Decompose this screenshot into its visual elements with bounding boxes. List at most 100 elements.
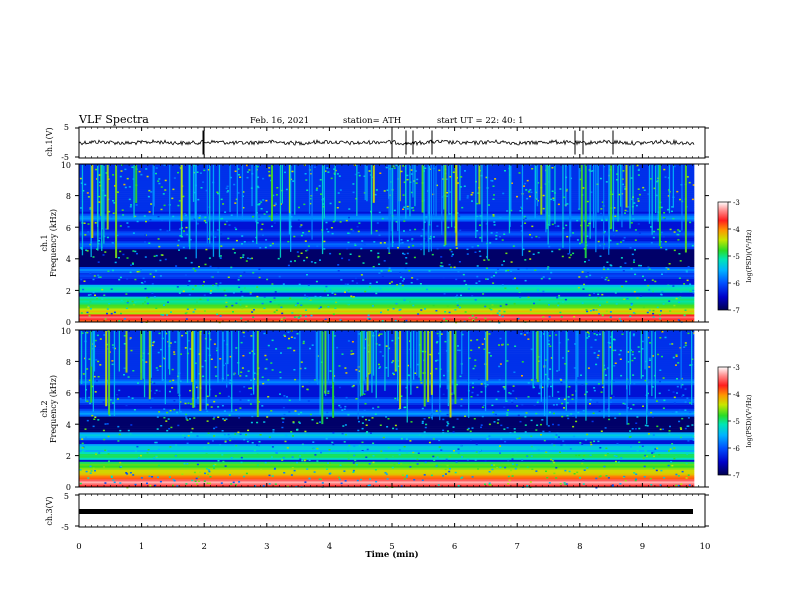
spectrogram-speckle xyxy=(436,248,439,250)
spectrogram-speckle xyxy=(87,305,90,307)
spectrogram-speckle xyxy=(495,271,498,274)
spectrogram-speckle xyxy=(460,176,463,178)
spectrogram-sferic xyxy=(595,165,597,253)
spectrogram-sferic xyxy=(205,331,207,410)
spectrogram-speckle xyxy=(149,484,152,487)
spectrogram-speckle xyxy=(281,312,284,315)
spectrogram-speckle xyxy=(411,207,413,209)
spectrogram-speckle xyxy=(172,478,175,481)
spectrogram-speckle xyxy=(225,187,228,190)
spectrogram-speckle xyxy=(439,265,442,267)
spectrogram-speckle xyxy=(213,400,216,403)
spectrogram-speckle xyxy=(624,480,627,482)
spectrogram-speckle xyxy=(380,290,383,292)
spectrogram-speckle xyxy=(246,171,249,173)
spectrogram-speckle xyxy=(207,432,210,434)
spectrogram-speckle xyxy=(86,400,89,402)
spectrogram-speckle xyxy=(404,267,407,270)
spectrogram-speckle xyxy=(619,358,622,360)
spectrogram-speckle xyxy=(424,426,427,429)
spectrogram-sferic xyxy=(565,165,567,207)
spectrogram-speckle xyxy=(420,235,423,237)
spectrogram-speckle xyxy=(480,391,483,393)
spectrogram-speckle xyxy=(661,355,663,358)
spectrogram-speckle xyxy=(634,239,637,241)
spectrogram-speckle xyxy=(499,445,501,447)
spectrogram-speckle xyxy=(660,469,663,472)
spectrogram-speckle xyxy=(395,303,398,305)
spectrogram-speckle xyxy=(86,368,89,370)
spectrogram-speckle xyxy=(126,486,129,489)
spectrogram-speckle xyxy=(167,418,170,420)
spectrogram-speckle xyxy=(665,267,668,269)
spectrogram-speckle xyxy=(187,284,190,286)
spectrogram-speckle xyxy=(157,180,160,182)
spectrogram-speckle xyxy=(634,249,636,251)
spectrogram-speckle xyxy=(530,455,533,457)
spectrogram-speckle xyxy=(493,224,496,226)
spectrogram-speckle xyxy=(505,303,508,306)
spectrogram-speckle xyxy=(470,194,473,196)
spectrogram-speckle xyxy=(159,275,162,277)
spectrogram-speckle xyxy=(386,206,389,209)
spectrogram-speckle xyxy=(155,167,158,169)
spectrogram-speckle xyxy=(476,275,479,278)
spectrogram-speckle xyxy=(174,341,177,343)
spectrogram-speckle xyxy=(455,321,458,324)
spectrogram-speckle xyxy=(369,484,372,486)
spectrogram-sferic xyxy=(576,331,578,402)
spectrogram-speckle xyxy=(419,283,422,285)
spectrogram-speckle xyxy=(314,262,317,264)
spectrogram-speckle xyxy=(472,386,474,389)
spectrogram-speckle xyxy=(512,278,515,280)
header-date: Feb. 16, 2021 xyxy=(250,116,309,126)
spectrogram-speckle xyxy=(280,398,283,401)
spectrogram-speckle xyxy=(292,435,294,437)
spectrogram-row xyxy=(79,197,695,200)
spectrogram-speckle xyxy=(101,288,104,291)
spectrogram-speckle xyxy=(493,464,495,466)
spectrogram-speckle xyxy=(229,474,231,476)
spectrogram-speckle xyxy=(435,341,438,344)
spectrogram-speckle xyxy=(400,170,403,173)
spectrogram-speckle xyxy=(356,282,359,284)
spectrogram-sferic xyxy=(510,165,512,211)
spectrogram-speckle xyxy=(268,474,271,477)
spectrogram-sferic xyxy=(218,165,221,258)
spectrogram-speckle xyxy=(358,445,361,447)
spectrogram-speckle xyxy=(529,164,532,166)
spectrogram-speckle xyxy=(689,402,691,404)
spectrogram-row xyxy=(79,333,695,337)
spectrogram-speckle xyxy=(538,452,540,454)
spectrogram-speckle xyxy=(251,311,254,313)
spectrogram-row xyxy=(79,402,695,405)
spectrogram-sferic xyxy=(484,331,487,412)
spectrogram-speckle xyxy=(670,299,673,302)
spectrogram-speckle xyxy=(578,276,581,278)
spectrogram-speckle xyxy=(378,211,381,214)
spectrogram-speckle xyxy=(256,453,259,456)
spectrogram-speckle xyxy=(245,472,248,475)
spectrogram-speckle xyxy=(360,247,363,250)
spectrogram-speckle xyxy=(98,240,100,242)
spectrogram-speckle xyxy=(268,167,271,169)
spectrogram-speckle xyxy=(638,193,641,196)
spectrogram-speckle xyxy=(555,434,558,436)
spectrogram-speckle xyxy=(308,230,311,233)
spectrogram-speckle xyxy=(316,447,319,450)
spectrogram-sferic xyxy=(430,331,433,395)
spectrogram-speckle xyxy=(449,176,452,178)
spectrogram-speckle xyxy=(480,424,483,426)
spectrogram-speckle xyxy=(581,302,584,304)
spectrogram-speckle xyxy=(610,264,613,267)
spectrogram-speckle xyxy=(663,399,666,402)
spectrogram-speckle xyxy=(92,291,95,294)
spectrogram-row xyxy=(79,199,695,202)
spectrogram-row xyxy=(79,414,695,417)
spectrogram-speckle xyxy=(671,343,674,345)
spectrogram-speckle xyxy=(663,168,666,171)
spectrogram-speckle xyxy=(127,429,130,432)
spectrogram-speckle xyxy=(459,229,462,232)
spectrogram-speckle xyxy=(94,339,97,342)
spectrogram-sferic xyxy=(421,165,424,213)
